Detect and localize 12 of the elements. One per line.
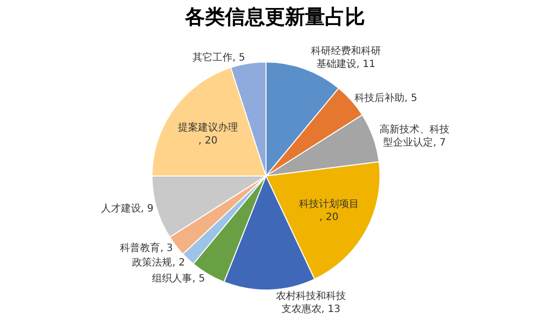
slice-label: 科普教育, 3 [120, 242, 173, 254]
slice-label: 科技计划项目, 20 [298, 198, 359, 224]
chart-title: 各类信息更新量占比 [184, 4, 365, 29]
slice-label: 科研经费和科研基础建设, 11 [310, 45, 381, 70]
slice-label: 科技后补助, 5 [354, 92, 418, 104]
slice-label: 政策法规, 2 [132, 256, 185, 268]
slice-label: 高新技术、科技型企业认定, 7 [380, 123, 450, 148]
slice-label: 提案建议办理, 20 [178, 121, 238, 146]
slice-label: 人才建设, 9 [100, 202, 154, 214]
slice-label: 其它工作, 5 [192, 52, 246, 64]
slice-label: 组织人事, 5 [152, 272, 205, 285]
slice-label: 农村科技和科技支农惠农, 13 [276, 290, 346, 315]
